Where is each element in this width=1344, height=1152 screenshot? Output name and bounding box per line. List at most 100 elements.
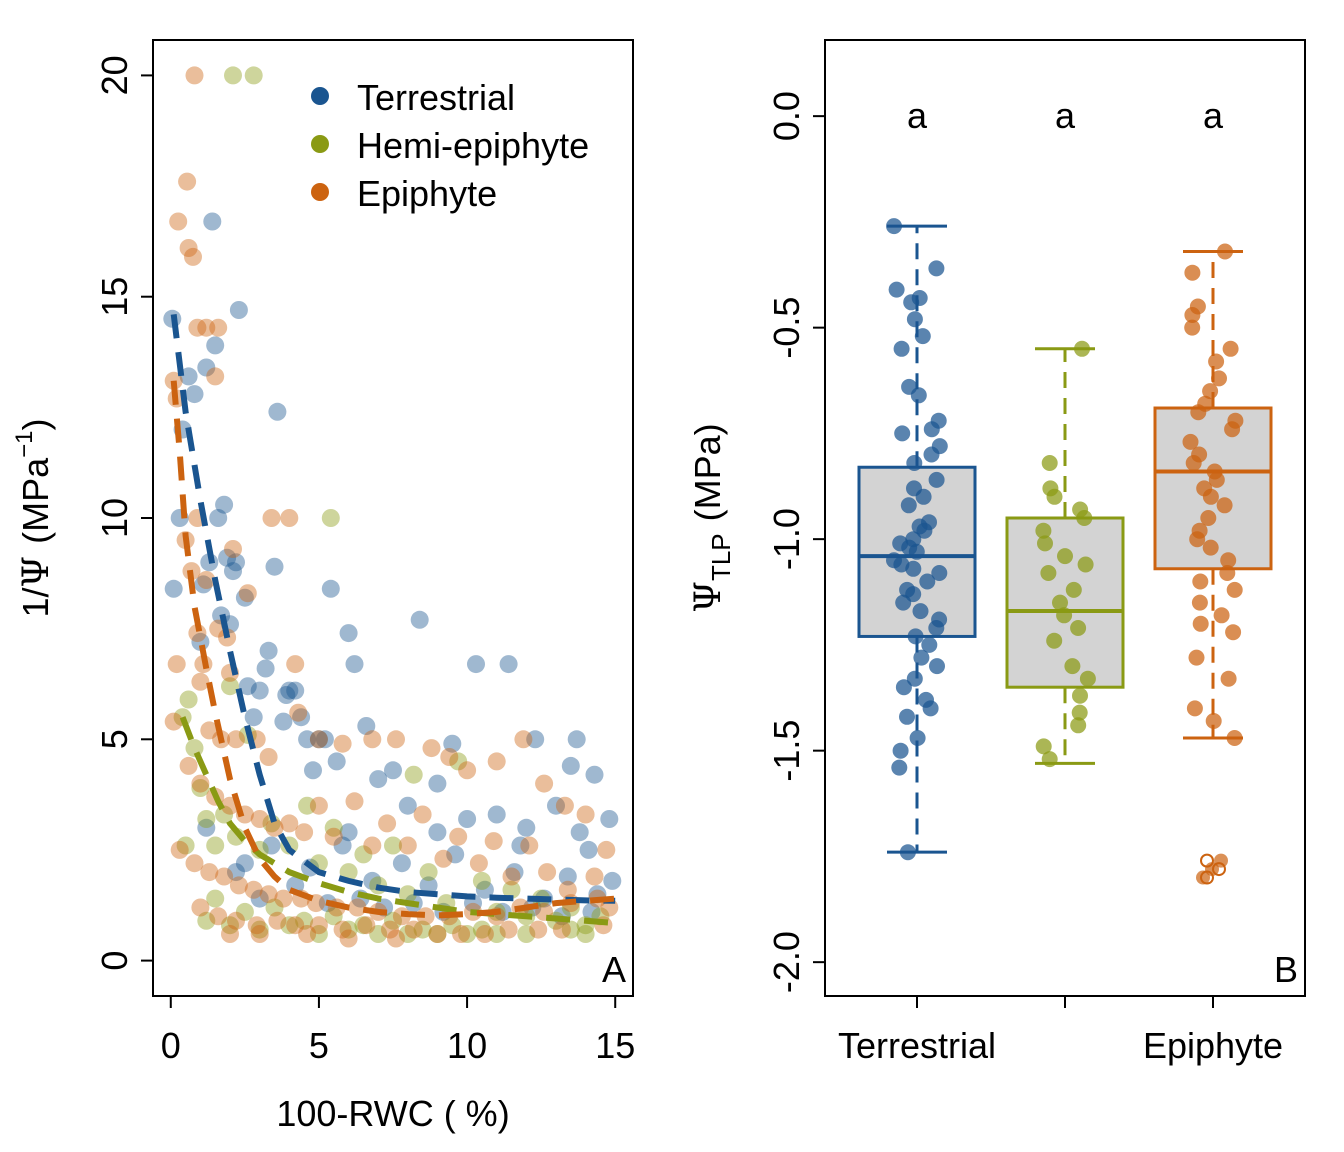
scatter-point-terrestrial-58 bbox=[585, 765, 604, 784]
scatter-point-hemiepiphyte-17 bbox=[298, 796, 317, 815]
jitter-point-epiphyte-12 bbox=[1224, 421, 1241, 438]
scatter-point-epiphyte-62 bbox=[413, 805, 432, 824]
scatter-point-epiphyte-55 bbox=[295, 823, 314, 842]
scatter-point-terrestrial-56 bbox=[567, 730, 586, 749]
scatter-point-terrestrial-69 bbox=[475, 880, 494, 899]
scatter-point-terrestrial-31 bbox=[286, 681, 305, 700]
scatter-point-terrestrial-54 bbox=[547, 796, 565, 815]
scatter-point-hemiepiphyte-0 bbox=[224, 66, 242, 85]
scatter-point-epiphyte-116 bbox=[339, 929, 358, 948]
scatter-point-epiphyte-54 bbox=[280, 814, 299, 833]
scatter-point-epiphyte-38 bbox=[422, 739, 441, 758]
jitter-point-epiphyte-20 bbox=[1216, 497, 1233, 514]
scatter-point-terrestrial-66 bbox=[392, 854, 411, 873]
scatter-point-terrestrial-27 bbox=[268, 402, 287, 421]
scatter-point-epiphyte-69 bbox=[538, 863, 557, 882]
scatter-point-epiphyte-34 bbox=[309, 730, 328, 749]
scatter-point-terrestrial-28 bbox=[274, 712, 293, 731]
scatter-point-hemiepiphyte-31 bbox=[502, 880, 521, 899]
scatter-point-epiphyte-25 bbox=[286, 655, 305, 674]
scatter-point-epiphyte-56 bbox=[309, 796, 328, 815]
jitter-point-terrestrial-15 bbox=[906, 455, 923, 471]
panel-a-label: A bbox=[602, 949, 626, 990]
scatter-point-terrestrial-45 bbox=[410, 610, 429, 629]
scatter-point-hemiepiphyte-55 bbox=[339, 920, 358, 939]
y-tick-label: 5 bbox=[94, 729, 135, 749]
scatter-point-terrestrial-68 bbox=[446, 845, 465, 864]
scatter-point-epiphyte-71 bbox=[585, 867, 604, 886]
scatter-point-epiphyte-17 bbox=[197, 571, 216, 589]
scatter-point-epiphyte-102 bbox=[333, 920, 352, 939]
jitter-point-terrestrial-42 bbox=[906, 670, 923, 687]
scatter-point-hemiepiphyte-58 bbox=[428, 925, 447, 943]
jitter-point-epiphyte-37 bbox=[1226, 730, 1243, 746]
scatter-point-epiphyte-36 bbox=[363, 730, 382, 749]
jitter-point-hemiepiphyte-18 bbox=[1072, 687, 1088, 704]
jitter-point-terrestrial-46 bbox=[899, 708, 915, 725]
jitter-point-terrestrial-11 bbox=[923, 421, 940, 438]
scatter-point-terrestrial-40 bbox=[345, 655, 364, 674]
jitter-point-epiphyte-7 bbox=[1211, 370, 1227, 387]
scatter-point-epiphyte-35 bbox=[333, 734, 352, 753]
scatter-point-terrestrial-42 bbox=[369, 770, 388, 789]
jitter-point-terrestrial-19 bbox=[900, 497, 917, 514]
scatter-point-epiphyte-67 bbox=[502, 867, 521, 886]
scatter-point-epiphyte-78 bbox=[244, 880, 263, 899]
scatter-point-terrestrial-35 bbox=[309, 730, 328, 749]
legend-label-epiphyte: Epiphyte bbox=[357, 173, 497, 214]
scatter-point-epiphyte-74 bbox=[185, 854, 204, 873]
scatter-point-hemiepiphyte-54 bbox=[309, 925, 328, 943]
scatter-point-terrestrial-67 bbox=[419, 876, 438, 895]
scatter-point-terrestrial-10 bbox=[203, 212, 222, 231]
scatter-point-hemiepiphyte-59 bbox=[458, 925, 477, 943]
jitter-point-epiphyte-33 bbox=[1188, 649, 1205, 666]
scatter-point-epiphyte-32 bbox=[259, 748, 278, 766]
fit-line-terrestrial bbox=[170, 314, 616, 904]
jitter-point-hemiepiphyte-22 bbox=[1041, 751, 1058, 768]
scatter-point-epiphyte-76 bbox=[215, 867, 234, 886]
scatter-point-epiphyte-107 bbox=[452, 925, 471, 943]
jitter-point-terrestrial-9 bbox=[910, 387, 927, 404]
scatter-point-epiphyte-5 bbox=[188, 318, 207, 337]
scatter-point-epiphyte-59 bbox=[363, 836, 382, 855]
jitter-point-terrestrial-12 bbox=[894, 425, 911, 442]
jitter-point-hemiepiphyte-7 bbox=[1037, 535, 1053, 552]
jitter-point-epiphyte-35 bbox=[1186, 700, 1203, 717]
scatter-point-epiphyte-37 bbox=[387, 730, 405, 749]
panel-b-x-ticks: Terrestrial Epiphyte bbox=[838, 996, 1283, 1066]
scatter-point-terrestrial-48 bbox=[458, 810, 477, 828]
scatter-point-epiphyte-33 bbox=[289, 703, 308, 722]
scatter-point-terrestrial-23 bbox=[250, 681, 269, 700]
scatter-point-hemiepiphyte-47 bbox=[472, 920, 491, 939]
scatter-point-terrestrial-19 bbox=[229, 301, 248, 319]
scatter-point-epiphyte-60 bbox=[378, 814, 397, 833]
y-tick-label: 0 bbox=[94, 951, 135, 971]
scatter-point-hemiepiphyte-41 bbox=[295, 911, 314, 930]
legend-marker-hemiepiphyte bbox=[311, 135, 329, 153]
fit-line-epiphyte bbox=[170, 380, 616, 919]
scatter-point-hemiepiphyte-26 bbox=[419, 863, 438, 882]
outlier-point-2 bbox=[1196, 870, 1210, 885]
scatter-point-terrestrial-70 bbox=[505, 863, 524, 882]
scatter-point-hemiepiphyte-42 bbox=[324, 907, 343, 926]
scatter-point-epiphyte-15 bbox=[224, 540, 242, 558]
scatter-point-terrestrial-36 bbox=[315, 730, 334, 749]
scatter-point-terrestrial-8 bbox=[197, 358, 216, 377]
jitter-point-hemiepiphyte-12 bbox=[1052, 594, 1068, 611]
jitter-point-hemiepiphyte-20 bbox=[1070, 717, 1087, 734]
scatter-point-hemiepiphyte-61 bbox=[576, 925, 595, 943]
scatter-point-hemiepiphyte-51 bbox=[221, 916, 239, 935]
scatter-point-terrestrial-57 bbox=[579, 840, 598, 859]
jitter-point-epiphyte-36 bbox=[1205, 713, 1222, 729]
scatter-point-hemiepiphyte-50 bbox=[197, 911, 216, 930]
scatter-point-terrestrial-90 bbox=[511, 836, 530, 855]
scatter-point-hemiepiphyte-24 bbox=[398, 885, 417, 904]
scatter-point-terrestrial-11 bbox=[206, 336, 225, 355]
y-tick-label: 20 bbox=[94, 55, 135, 95]
y-tick-label: -1.0 bbox=[766, 508, 807, 570]
jitter-point-terrestrial-45 bbox=[922, 700, 939, 717]
panel-a-y-axis-label: 1/Ψ(MPa−1) bbox=[11, 419, 57, 618]
legend-label-hemiepiphyte: Hemi-epiphyte bbox=[357, 125, 589, 166]
jitter-point-hemiepiphyte-5 bbox=[1076, 510, 1093, 526]
